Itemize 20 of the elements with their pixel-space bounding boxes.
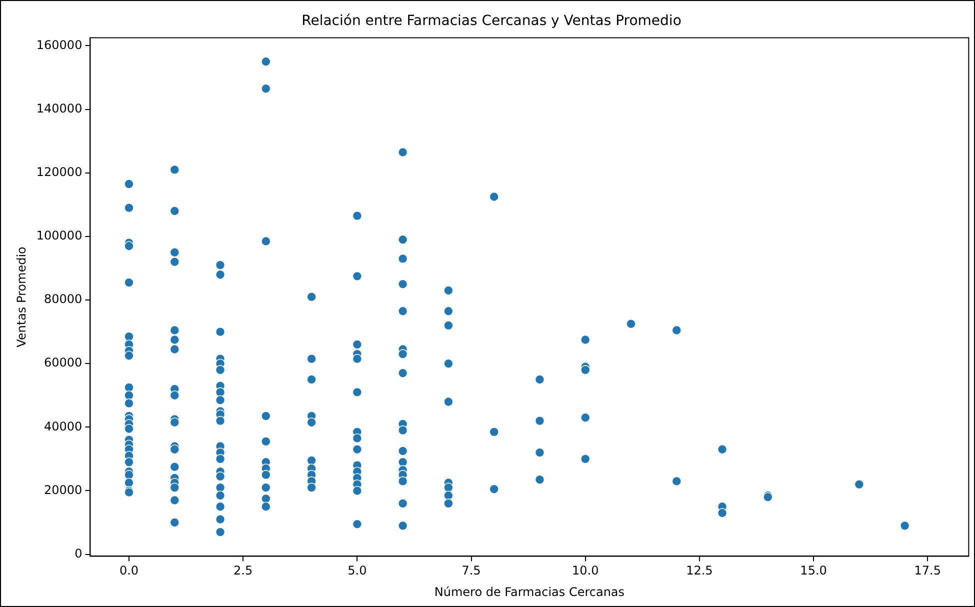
x-tick-label: 7.5 <box>462 564 481 578</box>
y-tick-label: 140000 <box>36 101 82 116</box>
x-tick-label: 12.5 <box>686 564 713 578</box>
y-axis-title: Ventas Promedio <box>14 246 28 348</box>
x-axis-title: Número de Farmacias Cercanas <box>434 584 625 599</box>
x-tick-label: 17.5 <box>914 564 941 578</box>
x-tick-label: 10.0 <box>572 564 599 578</box>
y-tick-label: 80000 <box>44 292 82 306</box>
y-tick-label: 120000 <box>36 165 82 180</box>
x-tick-label: 2.5 <box>234 564 253 578</box>
y-tick-label: 0 <box>74 546 82 560</box>
x-tick-label: 5.0 <box>348 564 367 578</box>
x-tick-label: 15.0 <box>800 564 827 578</box>
x-tick-label: 0.0 <box>119 564 139 578</box>
y-tick-label: 60000 <box>44 356 82 370</box>
chart-title: Relación entre Farmacias Cercanas y Ventas Promedio <box>302 13 682 30</box>
y-tick-label: 20000 <box>44 482 82 497</box>
y-tick-label: 100000 <box>36 228 82 243</box>
y-tick-label: 160000 <box>36 38 82 52</box>
y-tick-label: 40000 <box>44 419 82 434</box>
